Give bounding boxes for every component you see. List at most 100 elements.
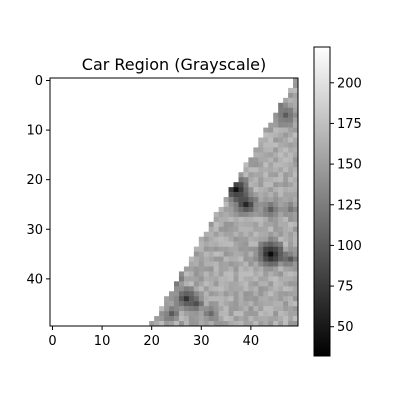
heatmap-cell (50, 142, 56, 148)
heatmap-cell (109, 286, 115, 292)
heatmap-cell (129, 122, 135, 128)
heatmap-cell (89, 296, 95, 302)
heatmap-cell (139, 202, 145, 208)
heatmap-cell (59, 286, 66, 292)
heatmap-cell (208, 321, 214, 327)
heatmap-cell (124, 211, 130, 218)
heatmap-cell (233, 291, 239, 297)
heatmap-cell (248, 122, 254, 128)
heatmap-cell (288, 102, 294, 109)
heatmap-cell (263, 216, 269, 223)
heatmap-cell (283, 152, 289, 158)
heatmap-cell (263, 301, 269, 307)
heatmap-cell (99, 172, 105, 178)
heatmap-cell (159, 78, 165, 84)
heatmap-cell (293, 112, 299, 118)
heatmap-cell (193, 261, 200, 267)
heatmap-cell (89, 256, 95, 262)
heatmap-cell (119, 261, 125, 267)
heatmap-cell (218, 271, 224, 277)
heatmap-cell (203, 286, 209, 292)
heatmap-cell (258, 261, 264, 267)
heatmap-cell (198, 241, 205, 247)
heatmap-cell (149, 291, 155, 297)
heatmap-cell (203, 152, 209, 158)
heatmap-cell (84, 256, 90, 262)
heatmap-cell (169, 92, 175, 99)
heatmap-cell (178, 102, 185, 109)
heatmap-cell (218, 92, 224, 99)
heatmap-cell (233, 211, 239, 218)
heatmap-cell (119, 231, 125, 237)
heatmap-cell (64, 271, 71, 277)
heatmap-cell (69, 211, 76, 218)
heatmap-cell (258, 127, 264, 133)
heatmap-cell (238, 251, 244, 257)
heatmap-cell (134, 132, 140, 138)
heatmap-cell (193, 266, 200, 272)
heatmap-cell (253, 142, 259, 148)
heatmap-cell (188, 192, 195, 198)
heatmap-cell (238, 142, 244, 148)
heatmap-cell (203, 112, 209, 118)
heatmap-cell (124, 221, 130, 228)
heatmap-cell (218, 142, 224, 148)
heatmap-cell (54, 122, 61, 128)
heatmap-cell (278, 78, 284, 84)
heatmap-cell (174, 177, 180, 183)
heatmap-cell (193, 202, 200, 208)
heatmap-cell (114, 78, 120, 84)
heatmap-cell (164, 241, 170, 247)
heatmap-cell (193, 321, 200, 327)
heatmap-cell (79, 102, 85, 109)
heatmap-cell (288, 112, 294, 118)
heatmap-cell (54, 291, 61, 297)
heatmap-cell (64, 286, 71, 292)
heatmap-cell (198, 102, 205, 109)
heatmap-cell (134, 177, 140, 183)
heatmap-cell (248, 132, 254, 138)
heatmap-cell (124, 311, 130, 317)
heatmap-cell (258, 216, 264, 223)
heatmap-cell (273, 202, 279, 208)
heatmap-cell (253, 192, 259, 198)
heatmap-cell (104, 107, 110, 113)
heatmap-cell (263, 182, 269, 188)
heatmap-cell (149, 206, 155, 213)
heatmap-cell (54, 266, 61, 272)
heatmap-cell (84, 122, 90, 128)
heatmap-cell (149, 301, 155, 307)
heatmap-cell (293, 97, 299, 104)
heatmap-cell (288, 172, 294, 178)
heatmap-cell (208, 211, 214, 218)
heatmap-cell (203, 97, 209, 104)
heatmap-cell (69, 197, 76, 203)
heatmap-cell (54, 301, 61, 307)
heatmap-cell (74, 127, 81, 133)
heatmap-cell (288, 182, 294, 188)
heatmap-cell (119, 82, 125, 89)
heatmap-cell (223, 316, 229, 322)
heatmap-cell (124, 127, 130, 133)
heatmap-cell (114, 142, 120, 148)
heatmap-cell (74, 316, 81, 322)
heatmap-cell (223, 246, 229, 252)
heatmap-cell (203, 117, 209, 123)
heatmap-cell (169, 107, 175, 113)
heatmap-cell (233, 132, 239, 138)
heatmap-cell (134, 286, 140, 292)
heatmap-cell (198, 266, 205, 272)
heatmap-cell (233, 301, 239, 307)
heatmap-cell (208, 107, 214, 113)
heatmap-cell (119, 187, 125, 193)
heatmap-cell (208, 231, 214, 237)
heatmap-cell (213, 137, 219, 143)
heatmap-cell (154, 236, 160, 242)
heatmap-cell (134, 137, 140, 143)
heatmap-cell (94, 117, 100, 123)
heatmap-cell (233, 246, 239, 252)
heatmap-cell (193, 301, 200, 307)
heatmap-cell (213, 192, 219, 198)
heatmap-cell (124, 256, 130, 262)
heatmap-cell (248, 281, 254, 287)
